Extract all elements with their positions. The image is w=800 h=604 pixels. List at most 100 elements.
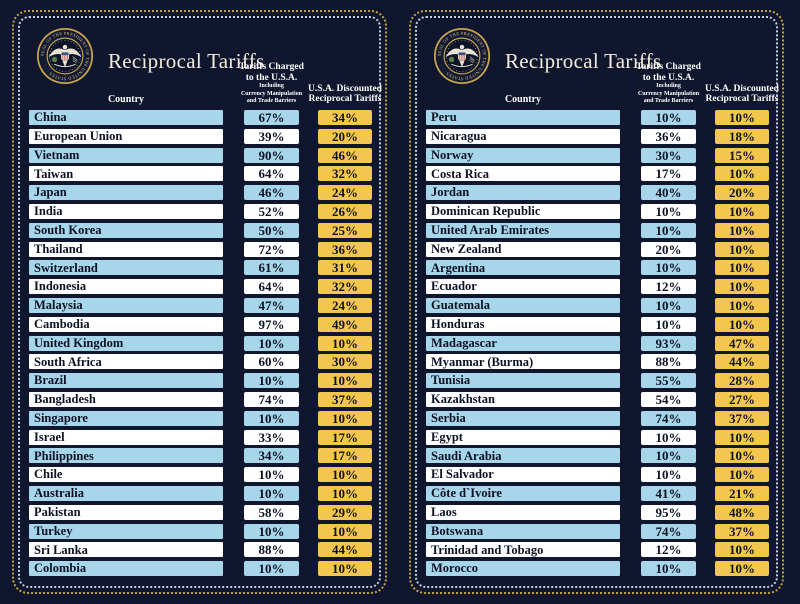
country-cell: Thailand xyxy=(28,240,224,258)
charged-cell: 67% xyxy=(243,109,300,126)
country-cell: Trinidad and Tobago xyxy=(425,541,621,559)
country-cell: Japan xyxy=(28,184,224,202)
table-row: Sri Lanka 88% 44% xyxy=(28,541,373,559)
country-cell: Guatemala xyxy=(425,296,621,314)
table-row: India 52% 26% xyxy=(28,202,373,220)
tariff-table-right: Peru 10% 10% Nicaragua 36% 18% Norway 30% 15% Cos… xyxy=(425,109,770,578)
charged-cell: 40% xyxy=(640,184,697,202)
charged-cell: 10% xyxy=(243,409,300,427)
discounted-cell: 37% xyxy=(714,409,770,427)
table-row: United Arab Emirates 10% 10% xyxy=(425,221,770,239)
charged-cell: 10% xyxy=(640,109,697,126)
country-cell: Singapore xyxy=(28,409,224,427)
table-row: Honduras 10% 10% xyxy=(425,315,770,333)
country-cell: China xyxy=(28,109,224,126)
charged-cell: 36% xyxy=(640,127,697,145)
country-cell: Turkey xyxy=(28,522,224,540)
table-row: Vietnam 90% 46% xyxy=(28,146,373,164)
discounted-cell: 10% xyxy=(317,466,373,484)
column-header-charged: Tariffs Charged to the U.S.A. Including … xyxy=(229,62,314,105)
charged-header-note: Currency Manipulation xyxy=(240,90,303,97)
country-cell: Colombia xyxy=(28,560,224,578)
table-row: Morocco 10% 10% xyxy=(425,560,770,578)
country-cell: Saudi Arabia xyxy=(425,447,621,465)
tariff-table-left: China 67% 34% European Union 39% 20% Vietnam 90… xyxy=(28,109,373,578)
charged-cell: 33% xyxy=(243,428,300,446)
charged-header-line: Tariffs Charged xyxy=(636,62,701,73)
charged-header-line: to the U.S.A. xyxy=(245,72,298,83)
charged-cell: 10% xyxy=(640,221,697,239)
table-row: Bangladesh 74% 37% xyxy=(28,390,373,408)
presidential-seal-icon: SEAL OF THE PRESIDENT OF THE UNITED STAT… xyxy=(36,27,94,85)
discounted-cell: 28% xyxy=(714,372,770,390)
table-row: Pakistan 58% 29% xyxy=(28,503,373,521)
discounted-cell: 49% xyxy=(317,315,373,333)
country-cell: Nicaragua xyxy=(425,127,621,145)
charged-cell: 10% xyxy=(243,466,300,484)
discounted-cell: 30% xyxy=(317,353,373,371)
discounted-cell: 15% xyxy=(714,146,770,164)
charged-cell: 20% xyxy=(640,240,697,258)
charged-cell: 10% xyxy=(243,334,300,352)
panel-header: SEAL OF THE PRESIDENT OF THE UNITED STAT… xyxy=(425,18,779,108)
charged-cell: 74% xyxy=(243,390,300,408)
discounted-cell: 25% xyxy=(317,221,373,239)
discounted-cell: 17% xyxy=(317,428,373,446)
charged-cell: 39% xyxy=(243,127,300,145)
discounted-cell: 10% xyxy=(317,409,373,427)
discounted-header-line: U.S.A. Discounted xyxy=(705,83,779,94)
charged-cell: 88% xyxy=(243,541,300,559)
country-cell: Taiwan xyxy=(28,165,224,183)
charged-cell: 64% xyxy=(243,278,300,296)
table-row: Côte d`Ivoire 41% 21% xyxy=(425,484,770,502)
panel-inner-border-left: SEAL OF THE PRESIDENT OF THE UNITED STAT… xyxy=(18,16,382,588)
charged-cell: 10% xyxy=(640,315,697,333)
country-cell: Egypt xyxy=(425,428,621,446)
discounted-cell: 10% xyxy=(714,315,770,333)
country-cell: Cambodia xyxy=(28,315,224,333)
charged-cell: 10% xyxy=(243,372,300,390)
discounted-cell: 29% xyxy=(317,503,373,521)
country-cell: New Zealand xyxy=(425,240,621,258)
charged-cell: 97% xyxy=(243,315,300,333)
charged-cell: 10% xyxy=(243,522,300,540)
table-row: Argentina 10% 10% xyxy=(425,259,770,277)
country-cell: Dominican Republic xyxy=(425,202,621,220)
table-row: European Union 39% 20% xyxy=(28,127,373,145)
column-header-country: Country xyxy=(107,93,145,105)
country-cell: United Arab Emirates xyxy=(425,221,621,239)
panel-title: Reciprocal Tariffs xyxy=(108,49,265,73)
discounted-cell: 10% xyxy=(714,428,770,446)
charged-cell: 12% xyxy=(640,541,697,559)
discounted-cell: 10% xyxy=(714,240,770,258)
table-row: Switzerland 61% 31% xyxy=(28,259,373,277)
table-row: New Zealand 20% 10% xyxy=(425,240,770,258)
charged-cell: 72% xyxy=(243,240,300,258)
table-row: Norway 30% 15% xyxy=(425,146,770,164)
discounted-cell: 37% xyxy=(317,390,373,408)
table-row: Israel 33% 17% xyxy=(28,428,373,446)
discounted-cell: 10% xyxy=(714,296,770,314)
table-row: Serbia 74% 37% xyxy=(425,409,770,427)
charged-cell: 10% xyxy=(640,447,697,465)
table-row: Costa Rica 17% 10% xyxy=(425,165,770,183)
table-row: Kazakhstan 54% 27% xyxy=(425,390,770,408)
charged-header-note: and Trade Barriers xyxy=(246,97,297,104)
country-cell: Malaysia xyxy=(28,296,224,314)
country-cell: Honduras xyxy=(425,315,621,333)
table-row: Myanmar (Burma) 88% 44% xyxy=(425,353,770,371)
table-row: Peru 10% 10% xyxy=(425,109,770,126)
panel-title: Reciprocal Tariffs xyxy=(505,49,662,73)
discounted-cell: 10% xyxy=(714,560,770,578)
country-cell: Chile xyxy=(28,466,224,484)
country-cell: Jordan xyxy=(425,184,621,202)
discounted-cell: 10% xyxy=(317,334,373,352)
discounted-cell: 10% xyxy=(714,278,770,296)
charged-cell: 46% xyxy=(243,184,300,202)
discounted-header-line: U.S.A. Discounted xyxy=(308,83,382,94)
country-cell: Philippines xyxy=(28,447,224,465)
charged-header-note: and Trade Barriers xyxy=(643,97,694,104)
discounted-cell: 18% xyxy=(714,127,770,145)
table-row: Madagascar 93% 47% xyxy=(425,334,770,352)
charged-cell: 58% xyxy=(243,503,300,521)
